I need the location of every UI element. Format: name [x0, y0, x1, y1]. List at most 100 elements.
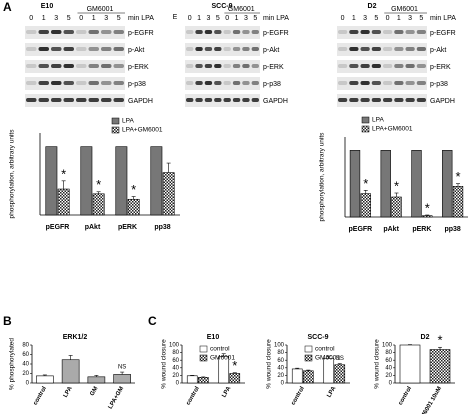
legend-swatch [199, 345, 208, 353]
legend-swatch [304, 345, 313, 353]
blot-band [232, 98, 241, 102]
legend-swatch [111, 117, 120, 125]
legend-label: LPA+GM6001 [372, 126, 413, 133]
blot-band [360, 64, 370, 68]
row-label: GAPDH [430, 98, 455, 105]
x-tick-label: pAkt [383, 226, 399, 233]
x-tick-label: pp38 [444, 226, 460, 233]
legend-label: GM6001 [210, 355, 235, 362]
blot-band [26, 30, 37, 34]
y-tick-label: 20 [277, 373, 284, 379]
y-tick-label: 20 [172, 373, 179, 379]
bar [323, 357, 335, 384]
lane-label: 1 [235, 15, 239, 22]
lane-label: 5 [419, 15, 423, 22]
blot-strip [337, 60, 427, 73]
x-tick-label: LPA [63, 385, 74, 399]
unit-label: min LPA [128, 15, 154, 22]
blot-band [76, 98, 87, 102]
blot-band [186, 47, 194, 51]
blot-band [251, 47, 259, 51]
blot-band [195, 81, 203, 85]
x-tick-label: pERK [118, 224, 137, 231]
y-tick-label: 100 [274, 343, 285, 349]
unit-label: min LPA [430, 15, 456, 22]
legend-label: control [210, 346, 230, 353]
blot-band [63, 98, 74, 102]
y-tick-label: 80 [22, 343, 29, 349]
blot-band [383, 47, 393, 51]
blot-band [76, 81, 87, 85]
row-label: p-Akt [430, 47, 446, 54]
x-tick-label: pEGFR [46, 224, 70, 231]
chart-title: SCC-9 [307, 334, 328, 341]
blot-band [76, 47, 87, 51]
blot-band [394, 98, 404, 102]
bar [57, 188, 70, 216]
annotation: * [61, 166, 66, 181]
blot-band [88, 81, 99, 85]
blot-band [360, 30, 370, 34]
treatment-label: GM6001 [87, 6, 114, 13]
blot-band [251, 64, 259, 68]
blot-band [338, 47, 348, 51]
annotation: * [425, 200, 430, 215]
blot-band [232, 30, 241, 34]
blot-band [214, 47, 222, 51]
bar [380, 150, 391, 218]
bar [162, 172, 175, 216]
row-label: p-EGFR [263, 30, 289, 37]
blot-band [101, 47, 112, 51]
blot-band [195, 30, 203, 34]
y-tick-label: 0 [26, 381, 30, 387]
y-tick-label: 80 [385, 350, 392, 356]
x-tick-label: LPA+GM [108, 386, 126, 410]
annotation: * [363, 176, 368, 191]
bar [87, 376, 106, 384]
bar [411, 150, 422, 218]
blot-band [349, 47, 359, 51]
legend-swatch [361, 125, 370, 133]
lane-marker: E [173, 14, 178, 21]
blot-band [63, 30, 74, 34]
blot-band [242, 30, 250, 34]
lane-label: 3 [408, 15, 412, 22]
y-tick-label: 100 [382, 343, 393, 349]
y-tick-label: 80 [277, 350, 284, 356]
y-axis-label: % wound closure [374, 339, 381, 389]
blot-band [251, 30, 259, 34]
panel-label: B [3, 314, 12, 328]
blot-band [416, 98, 426, 102]
chart-title: ERK1/2 [63, 334, 88, 341]
legend-swatch [111, 126, 120, 134]
bar [45, 146, 58, 216]
blot-band [76, 30, 87, 34]
blot-band [223, 64, 231, 68]
bar [92, 193, 105, 216]
lane-label: 1 [92, 15, 96, 22]
blot-band [38, 81, 49, 85]
lane-label: 0 [188, 15, 192, 22]
x-tick-label: control [33, 386, 49, 407]
lane-label: 5 [253, 15, 257, 22]
y-tick-label: 20 [22, 371, 29, 377]
bar [302, 370, 314, 384]
blot-band [51, 81, 62, 85]
lane-label: 0 [341, 15, 345, 22]
blot-band [26, 98, 37, 102]
blot-band [51, 47, 62, 51]
lane-label: 0 [386, 15, 390, 22]
lane-label: 3 [104, 15, 108, 22]
blot-band [186, 64, 194, 68]
blot-band [88, 98, 99, 102]
blot-band [371, 81, 381, 85]
x-tick-label: pAkt [85, 224, 101, 231]
blot-band [349, 81, 359, 85]
lane-label: 3 [54, 15, 58, 22]
legend-swatch [304, 354, 313, 362]
blot-band [195, 47, 203, 51]
y-tick-label: 40 [22, 362, 29, 368]
blot-band [371, 98, 381, 102]
blot-band [63, 47, 74, 51]
blot-band [186, 98, 194, 102]
